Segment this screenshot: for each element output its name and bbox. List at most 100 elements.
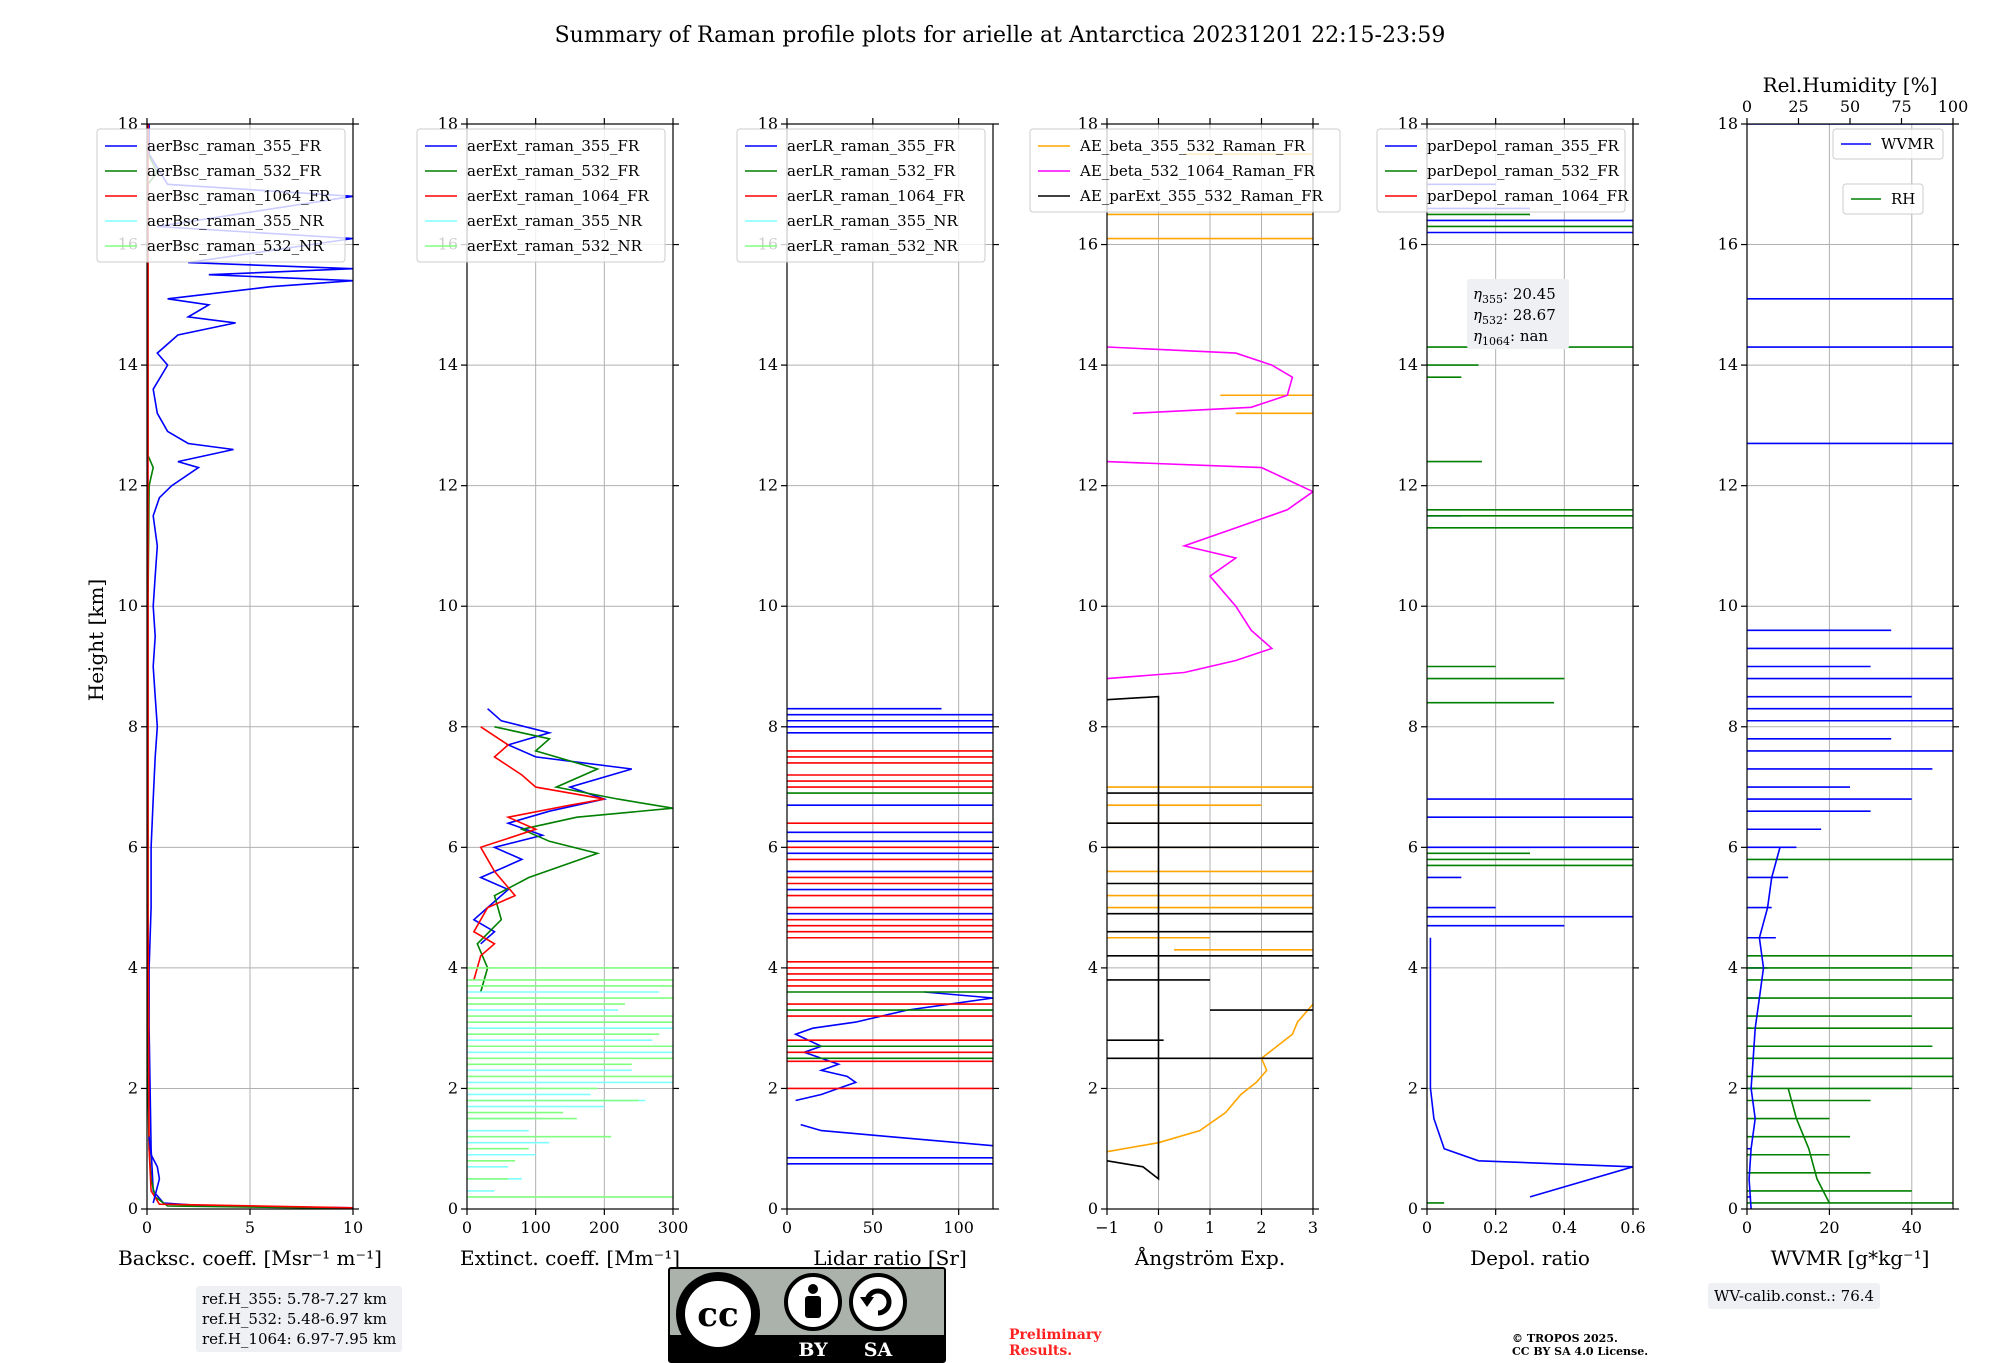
legend-label: AE_beta_355_532_Raman_FR	[1079, 137, 1306, 155]
y-tick-label: 18	[118, 114, 138, 133]
y-tick-label: 14	[438, 355, 458, 374]
y-tick-label: 10	[118, 596, 138, 615]
y-tick-label: 0	[768, 1199, 778, 1218]
cc-sa-label: SA	[864, 1339, 893, 1361]
cc-logo-text: cc	[697, 1295, 738, 1335]
x-tick-label: 50	[863, 1218, 883, 1237]
data-angstrom	[1107, 153, 1313, 1181]
ref-height-532: ref.H_532: 5.48-6.97 km	[202, 1310, 387, 1328]
legend-label: aerExt_raman_532_NR	[467, 237, 643, 255]
axes-frame	[786, 123, 994, 1210]
y-tick-label: 0	[1728, 1199, 1738, 1218]
data-water_vapor	[1747, 124, 1953, 1209]
y-tick-label: 14	[118, 355, 138, 374]
figure-title: Summary of Raman profile plots for ariel…	[555, 23, 1446, 48]
legend-label: aerExt_raman_355_NR	[467, 212, 643, 230]
y-tick-label: 6	[128, 837, 138, 856]
x-tick-label: 300	[658, 1218, 689, 1237]
legend-label: aerLR_raman_355_FR	[787, 137, 956, 155]
y-tick-label: 14	[1078, 355, 1098, 374]
y-tick-label: 8	[1088, 717, 1098, 736]
y-tick-label: 6	[768, 837, 778, 856]
x-tick-label: 40	[1902, 1218, 1922, 1237]
ref-height-1064: ref.H_1064: 6.97-7.95 km	[202, 1330, 397, 1348]
y-tick-label: 10	[1398, 596, 1418, 615]
eta-label: η1064: nan	[1473, 327, 1548, 348]
cc-by-label: BY	[798, 1339, 828, 1361]
preliminary-note: Preliminary Results.	[1009, 1327, 1101, 1359]
top-x-axis-label: Rel.Humidity [%]	[1763, 73, 1938, 97]
x-axis-label: Backsc. coeff. [Msr⁻¹ m⁻¹]	[118, 1246, 382, 1270]
x-tick-label: 0	[1422, 1218, 1432, 1237]
y-tick-label: 6	[1088, 837, 1098, 856]
x-tick-label: 0.4	[1552, 1218, 1577, 1237]
x-tick-label: 100	[943, 1218, 974, 1237]
legend-label: aerLR_raman_1064_FR	[787, 187, 965, 205]
y-axis-label: Height [km]	[84, 579, 108, 701]
y-tick-label: 16	[1078, 235, 1098, 254]
y-tick-label: 4	[128, 958, 138, 977]
axes-frame	[1426, 123, 1634, 1210]
y-tick-label: 0	[1088, 1199, 1098, 1218]
y-tick-label: 12	[1398, 476, 1418, 495]
legend-label: aerExt_raman_355_FR	[467, 137, 640, 155]
data-lidar_ratio	[787, 707, 993, 1165]
y-tick-label: 2	[1088, 1078, 1098, 1097]
y-tick-label: 6	[1728, 837, 1738, 856]
x-tick-label: 0	[1153, 1218, 1163, 1237]
series-aerExt_raman_1064_FR	[472, 726, 605, 981]
x-tick-label: 0.6	[1620, 1218, 1645, 1237]
legend-box	[736, 128, 986, 263]
series-WVMR_low	[1748, 847, 1781, 1209]
x-axis-label: Depol. ratio	[1470, 1246, 1590, 1270]
top-x-tick-label: 50	[1840, 97, 1860, 116]
x-tick-label: 0	[462, 1218, 472, 1237]
y-tick-label: 12	[438, 476, 458, 495]
copyright-line1: © TROPOS 2025.	[1512, 1332, 1618, 1345]
y-tick-label: 8	[448, 717, 458, 736]
series-AE_beta_532_1064_Raman_FR	[1107, 460, 1313, 680]
y-tick-label: 2	[1408, 1078, 1418, 1097]
legend-box	[1376, 128, 1626, 213]
top-x-tick-label: 0	[1742, 97, 1752, 116]
y-tick-label: 10	[758, 596, 778, 615]
y-tick-label: 0	[128, 1199, 138, 1218]
series-aerExt_raman_532_FR	[476, 726, 673, 993]
y-tick-label: 18	[438, 114, 458, 133]
y-tick-label: 12	[1078, 476, 1098, 495]
axes-frame	[466, 123, 674, 1210]
series-aerBsc_raman_1064_FR	[147, 124, 353, 1209]
y-tick-label: 16	[1718, 235, 1738, 254]
eta-subscript: 355	[1482, 293, 1503, 306]
y-tick-label: 14	[1718, 355, 1738, 374]
eta-box	[1467, 279, 1569, 349]
y-tick-label: 2	[768, 1078, 778, 1097]
panel-water_vapor: 0 20 40 0 2 4 6 8 10 12 14 16 18 WVMR [g*kg⁻¹] 0 25 50 75…	[1718, 73, 1969, 1270]
x-tick-label: 0	[782, 1218, 792, 1237]
legend-label: RH	[1891, 190, 1915, 208]
y-tick-label: 2	[448, 1078, 458, 1097]
series-AE_parExt_355_532_Raman_FR	[1107, 695, 1160, 1181]
y-tick-label: 8	[768, 717, 778, 736]
x-tick-label: 0.2	[1483, 1218, 1508, 1237]
eta-value: : nan	[1510, 327, 1548, 345]
series-aerBsc_raman_355_NR	[148, 1136, 161, 1204]
y-tick-label: 0	[448, 1199, 458, 1218]
y-tick-label: 6	[448, 837, 458, 856]
y-tick-label: 18	[1078, 114, 1098, 133]
eta-symbol: η	[1473, 327, 1482, 345]
legend-label: aerBsc_raman_532_FR	[147, 162, 322, 180]
y-tick-label: 12	[1718, 476, 1738, 495]
legend-label: aerBsc_raman_355_NR	[147, 212, 324, 230]
eta-label: η355: 20.45	[1473, 285, 1556, 306]
copyright-line2: CC BY SA 4.0 License.	[1512, 1345, 1649, 1358]
panel-backscatter: 0510024681012141618Backsc. coeff. [Msr⁻¹…	[96, 114, 382, 1270]
series-aerBsc_raman_355_FR	[148, 124, 353, 1209]
legend-label: aerExt_raman_532_FR	[467, 162, 640, 180]
legend-box	[1842, 183, 1924, 215]
x-tick-label: 10	[343, 1218, 363, 1237]
legend-label: parDepol_raman_1064_FR	[1427, 187, 1629, 205]
top-x-tick-label: 75	[1891, 97, 1911, 116]
legend-label: AE_parExt_355_532_Raman_FR	[1079, 187, 1324, 205]
